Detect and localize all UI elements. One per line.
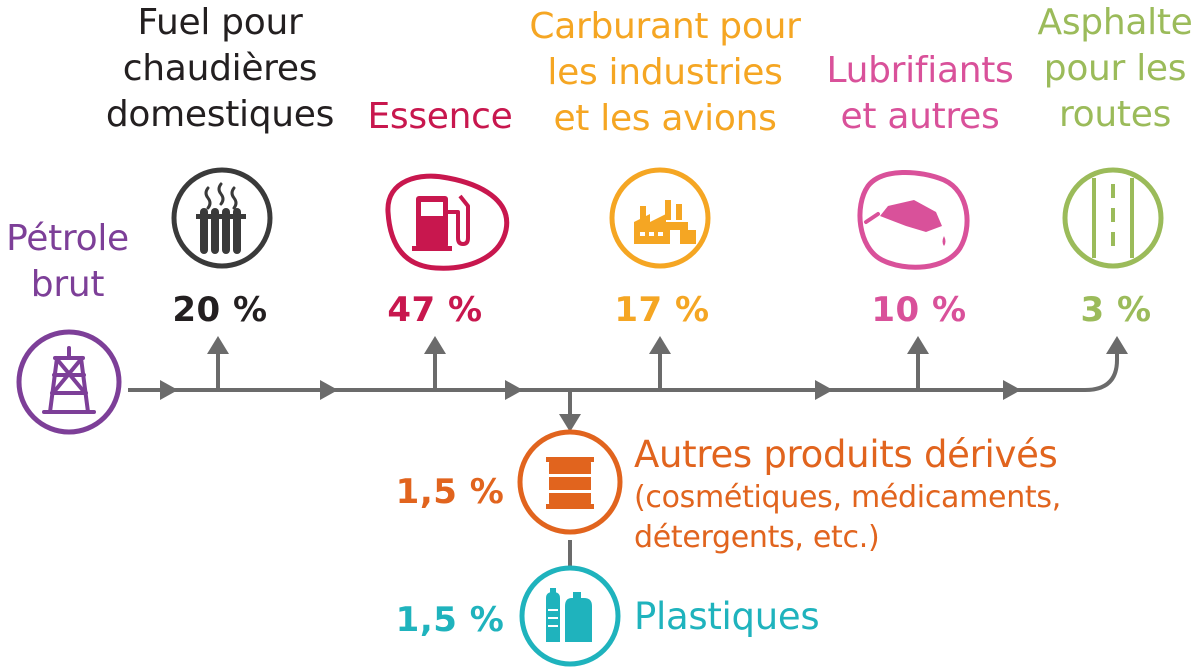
derived-title-plastiques: Plastiques <box>634 595 820 638</box>
flow-arrows <box>160 336 1128 432</box>
derived-subtitle-autres: (cosmétiques, médicaments, détergents, e… <box>634 480 1061 555</box>
source-label: Pétrole brut <box>6 218 129 305</box>
percent-essence: 47 % <box>387 290 483 330</box>
product-label-asphalte: Asphalte pour les routes <box>1037 2 1193 135</box>
percent-fuel: 20 % <box>172 290 268 330</box>
product-label-lubrifiants: Lubrifiants et autres <box>826 50 1014 137</box>
percent-carburant: 17 % <box>614 290 710 330</box>
barrel-icon <box>517 429 623 535</box>
percent-asphalte: 3 % <box>1080 290 1152 330</box>
flow-lines <box>128 352 1119 570</box>
plastic-bottles-icon <box>519 565 621 667</box>
percent-autres-derives: 1,5 % <box>395 472 505 512</box>
derived-title-autres: Autres produits dérivés <box>634 433 1058 476</box>
percent-lubrifiants: 10 % <box>871 290 967 330</box>
percent-plastiques: 1,5 % <box>395 600 505 640</box>
oil-derrick-icon <box>16 329 122 435</box>
product-label-fuel: Fuel pour chaudières domestiques <box>105 2 335 135</box>
product-label-essence: Essence <box>367 96 513 137</box>
oil-can-icon <box>857 170 970 270</box>
factory-icon <box>609 167 711 269</box>
radiator-icon <box>171 167 273 269</box>
product-label-carburant: Carburant pour les industries et les avi… <box>529 6 801 139</box>
fuel-pump-icon <box>385 173 510 271</box>
road-icon <box>1062 167 1164 269</box>
